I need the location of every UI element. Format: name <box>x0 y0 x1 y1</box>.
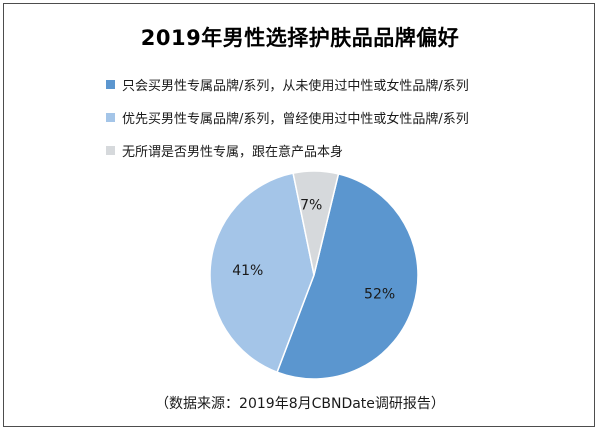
chart-title: 2019年男性选择护肤品品牌偏好 <box>140 26 460 50</box>
legend-label-men-only: 只会买男性专属品牌/系列，从未使用过中性或女性品牌/系列 <box>122 78 469 94</box>
legend-swatch-men-only <box>106 79 115 89</box>
legend-swatch-men-first <box>106 112 115 122</box>
pie-label-men-only: 52% <box>364 286 395 302</box>
legend-swatch-no-preference <box>106 145 115 155</box>
pie-slice-men-only <box>276 173 419 380</box>
legend-label-no-preference: 无所谓是否男性专属，跟在意产品本身 <box>122 144 344 160</box>
legend-item-men-first: 优先买男性专属品牌/系列，曾经使用过中性或女性品牌/系列 <box>106 109 469 127</box>
pie-label-no-preference: 7% <box>300 197 322 213</box>
legend-item-men-only: 只会买男性专属品牌/系列，从未使用过中性或女性品牌/系列 <box>106 76 469 94</box>
legend-item-no-preference: 无所谓是否男性专属，跟在意产品本身 <box>106 142 469 160</box>
source-note: （数据来源：2019年8月CBNDate调研报告） <box>155 396 445 412</box>
pie-slice-no-preference <box>292 170 340 276</box>
legend: 只会买男性专属品牌/系列，从未使用过中性或女性品牌/系列 优先买男性专属品牌/系… <box>106 76 469 175</box>
pie-label-men-first: 41% <box>232 263 263 279</box>
legend-label-men-first: 优先买男性专属品牌/系列，曾经使用过中性或女性品牌/系列 <box>122 111 469 127</box>
pie-slice-men-first <box>209 172 315 374</box>
